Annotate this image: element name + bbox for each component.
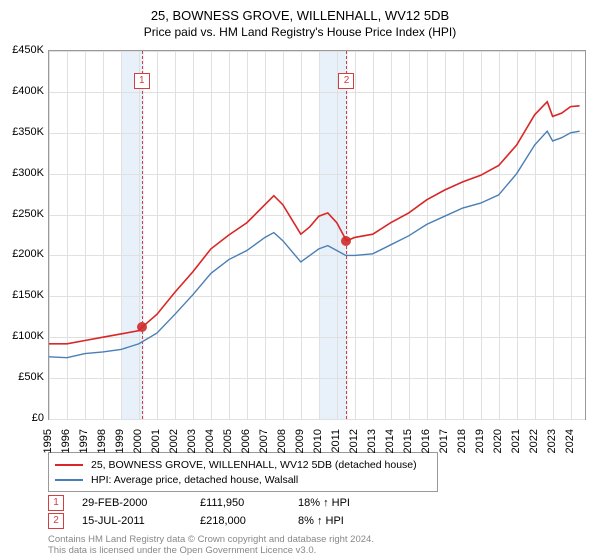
x-axis-label: 2024 (564, 429, 576, 459)
sale-row: 1 29-FEB-2000 £111,950 18% ↑ HPI (48, 494, 558, 512)
sale-row: 2 15-JUL-2011 £218,000 8% ↑ HPI (48, 512, 558, 530)
x-axis-label: 2019 (474, 429, 486, 459)
x-axis-label: 1999 (114, 429, 126, 459)
x-axis-label: 2022 (528, 429, 540, 459)
y-axis-label: £350K (4, 126, 44, 138)
y-axis-label: £400K (4, 85, 44, 97)
sale-price: £111,950 (200, 497, 280, 509)
x-axis-label: 1995 (42, 429, 54, 459)
chart-plot-area: 12 (48, 50, 586, 420)
x-axis-label: 2006 (240, 429, 252, 459)
legend-swatch (55, 464, 83, 466)
sale-date: 29-FEB-2000 (82, 497, 182, 509)
x-axis-label: 2020 (492, 429, 504, 459)
x-axis-label: 1996 (60, 429, 72, 459)
x-axis-label: 1998 (96, 429, 108, 459)
x-axis-label: 2023 (546, 429, 558, 459)
x-axis-label: 2013 (366, 429, 378, 459)
sale-pct: 18% ↑ HPI (298, 497, 388, 509)
x-axis-label: 2010 (312, 429, 324, 459)
y-axis-label: £450K (4, 44, 44, 56)
footer-line-1: Contains HM Land Registry data © Crown c… (48, 534, 374, 545)
gridline-h (49, 419, 585, 420)
y-axis-label: £300K (4, 167, 44, 179)
chart-title: 25, BOWNESS GROVE, WILLENHALL, WV12 5DB (0, 0, 600, 23)
sale-marker: 2 (48, 513, 64, 529)
y-axis-label: £50K (4, 371, 44, 383)
y-axis-label: £100K (4, 330, 44, 342)
footer-line-2: This data is licensed under the Open Gov… (48, 545, 374, 556)
y-axis-label: £250K (4, 208, 44, 220)
sale-date: 15-JUL-2011 (82, 515, 182, 527)
footer-attribution: Contains HM Land Registry data © Crown c… (48, 534, 374, 556)
legend-row: HPI: Average price, detached house, Wals… (55, 472, 431, 487)
x-axis-label: 2012 (348, 429, 360, 459)
line-series-svg (49, 51, 585, 419)
x-axis-label: 2021 (510, 429, 522, 459)
legend-label: 25, BOWNESS GROVE, WILLENHALL, WV12 5DB … (91, 459, 417, 471)
x-axis-label: 2000 (132, 429, 144, 459)
x-axis-label: 2011 (330, 429, 342, 459)
legend-row: 25, BOWNESS GROVE, WILLENHALL, WV12 5DB … (55, 457, 431, 472)
series-line (49, 102, 580, 344)
x-axis-label: 2018 (456, 429, 468, 459)
x-axis-label: 2004 (204, 429, 216, 459)
legend-label: HPI: Average price, detached house, Wals… (91, 474, 298, 486)
legend-swatch (55, 479, 83, 481)
chart-subtitle: Price paid vs. HM Land Registry's House … (0, 23, 600, 43)
x-axis-label: 2001 (150, 429, 162, 459)
y-axis-label: £0 (4, 412, 44, 424)
sale-marker: 1 (48, 495, 64, 511)
y-axis-label: £150K (4, 289, 44, 301)
x-axis-label: 2017 (438, 429, 450, 459)
sales-table: 1 29-FEB-2000 £111,950 18% ↑ HPI 2 15-JUL-201… (48, 494, 558, 530)
x-axis-label: 2003 (186, 429, 198, 459)
x-axis-label: 2014 (384, 429, 396, 459)
sale-pct: 8% ↑ HPI (298, 515, 388, 527)
x-axis-label: 2007 (258, 429, 270, 459)
x-axis-label: 2005 (222, 429, 234, 459)
sale-price: £218,000 (200, 515, 280, 527)
x-axis-label: 2002 (168, 429, 180, 459)
x-axis-label: 2015 (402, 429, 414, 459)
x-axis-label: 1997 (78, 429, 90, 459)
x-axis-label: 2016 (420, 429, 432, 459)
y-axis-label: £200K (4, 248, 44, 260)
x-axis-label: 2008 (276, 429, 288, 459)
x-axis-label: 2009 (294, 429, 306, 459)
